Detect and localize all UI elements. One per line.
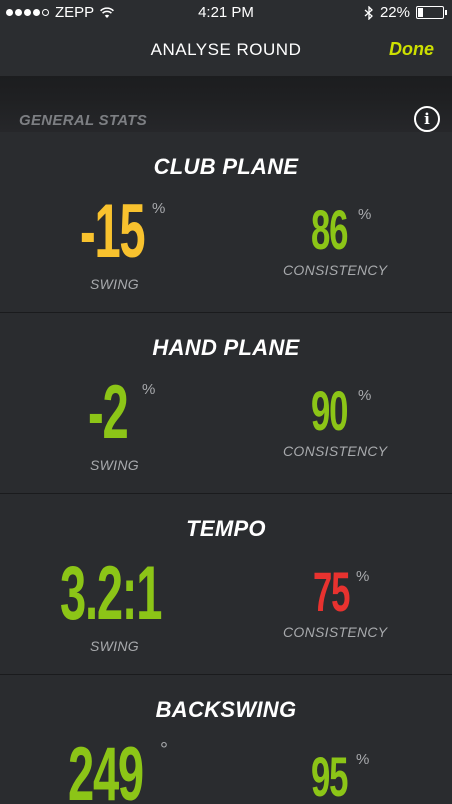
section-header: GENERAL STATS i xyxy=(0,76,452,132)
battery-icon xyxy=(416,6,447,19)
consistency-unit: % xyxy=(356,568,370,585)
swing-value: 3.2:1 xyxy=(60,551,162,636)
consistency-label: CONSISTENCY xyxy=(283,624,388,640)
swing-label: SWING xyxy=(90,276,139,292)
stat-card-tempo: TEMPO 3.2:1 SWING 75 % CONSISTENCY xyxy=(0,494,452,675)
consistency-value: 75 xyxy=(313,560,350,623)
card-title: TEMPO xyxy=(186,516,266,541)
consistency-value: 95 xyxy=(311,745,348,804)
consistency-unit: % xyxy=(358,206,372,223)
status-bar: ZEPP 4:21 PM 22% xyxy=(0,0,452,26)
battery-fill xyxy=(418,8,424,17)
battery-percent: 22% xyxy=(379,4,410,21)
swing-unit: % xyxy=(142,381,156,398)
swing-unit: % xyxy=(152,200,166,217)
done-button[interactable]: Done xyxy=(389,39,434,59)
consistency-unit: % xyxy=(358,387,372,404)
wifi-icon xyxy=(100,6,115,18)
consistency-value: 86 xyxy=(311,198,348,261)
swing-value: -15 xyxy=(80,189,146,274)
carrier-name: ZEPP xyxy=(55,4,95,21)
card-title: BACKSWING xyxy=(155,697,297,722)
swing-unit: ° xyxy=(160,739,168,761)
status-time: 4:21 PM xyxy=(198,4,254,21)
bluetooth-icon xyxy=(364,5,373,20)
consistency-label: CONSISTENCY xyxy=(283,443,388,459)
card-title: HAND PLANE xyxy=(152,335,300,360)
card-title: CLUB PLANE xyxy=(153,154,299,179)
stat-card-backswing: BACKSWING 249 ° 95 % xyxy=(0,675,452,804)
consistency-value: 90 xyxy=(311,379,348,442)
swing-label: SWING xyxy=(90,638,139,654)
nav-bar: ANALYSE ROUND Done xyxy=(0,26,452,76)
swing-label: SWING xyxy=(90,457,139,473)
consistency-unit: % xyxy=(356,751,370,768)
consistency-label: CONSISTENCY xyxy=(283,262,388,278)
swing-value: 249 xyxy=(68,732,144,804)
page-title: ANALYSE ROUND xyxy=(150,40,302,59)
section-label: GENERAL STATS xyxy=(19,112,148,129)
signal-strength-icon xyxy=(6,9,49,16)
swing-value: -2 xyxy=(88,370,129,455)
stat-card-hand-plane: HAND PLANE -2 % SWING 90 % CONSISTENCY xyxy=(0,313,452,494)
info-icon[interactable]: i xyxy=(414,106,440,132)
status-left: ZEPP xyxy=(6,4,115,21)
status-right: 22% xyxy=(364,4,447,21)
stat-card-club-plane: CLUB PLANE -15 % SWING 86 % CONSISTENCY xyxy=(0,132,452,313)
